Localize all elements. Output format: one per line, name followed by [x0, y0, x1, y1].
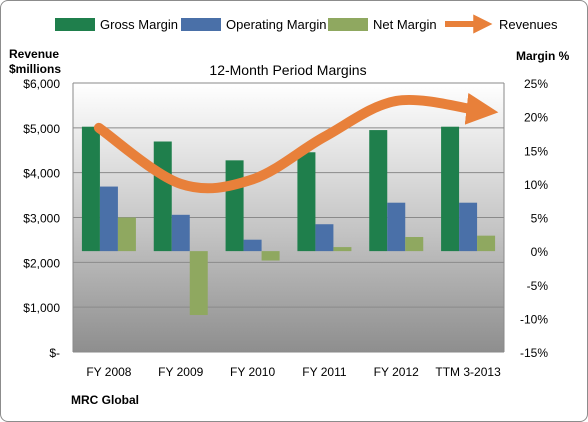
revenue-line — [93, 92, 499, 194]
bar-series — [81, 126, 496, 316]
right-tick-label: -5% — [527, 279, 549, 293]
company-name: MRC Global — [71, 393, 139, 407]
bar-operating-margin-fy-2009 — [171, 214, 190, 252]
x-tick-label: FY 2008 — [86, 365, 131, 379]
right-tick-label: 5% — [531, 212, 549, 226]
legend: Gross Margin Operating Margin Net Margin… — [55, 14, 558, 34]
left-tick-label: $5,000 — [23, 122, 60, 136]
bar-gross-margin-fy-2012 — [369, 130, 388, 252]
legend-operating-margin: Operating Margin — [226, 17, 326, 32]
left-tick-label: $4,000 — [23, 167, 60, 181]
legend-swatch-gross-margin — [55, 18, 95, 31]
right-tick-label: -10% — [520, 312, 548, 326]
legend-gross-margin: Gross Margin — [100, 17, 178, 32]
x-tick-label: FY 2010 — [230, 365, 275, 379]
bar-operating-margin-fy-2012 — [387, 202, 406, 252]
x-tick-label: TTM 3-2013 — [435, 365, 501, 379]
legend-revenues: Revenues — [499, 17, 558, 32]
right-tick-label: 15% — [524, 144, 548, 158]
gridlines — [72, 82, 505, 353]
right-tick-label: 25% — [524, 77, 548, 91]
x-tick-label: FY 2011 — [302, 365, 347, 379]
revenue-line-path — [93, 92, 499, 194]
legend-net-margin: Net Margin — [373, 17, 437, 32]
bar-gross-margin-ttm-3-2013 — [441, 126, 460, 252]
bar-gross-margin-fy-2009 — [153, 141, 172, 252]
left-tick-label: $6,000 — [23, 77, 60, 91]
left-axis-label-line1: Revenue — [9, 47, 59, 61]
x-tick-label: FY 2009 — [158, 365, 203, 379]
legend-swatch-net-margin — [328, 18, 368, 31]
bar-net-margin-fy-2011 — [333, 247, 352, 252]
bar-gross-margin-fy-2011 — [297, 152, 316, 252]
bar-operating-margin-fy-2008 — [99, 186, 118, 252]
chart-title: 12-Month Period Margins — [209, 62, 366, 78]
bar-net-margin-fy-2010 — [261, 251, 280, 261]
left-axis-label-line2: $millions — [9, 62, 61, 76]
bar-gross-margin-fy-2008 — [81, 126, 100, 252]
bar-net-margin-fy-2009 — [189, 251, 208, 316]
bar-operating-margin-ttm-3-2013 — [459, 202, 478, 252]
bar-net-margin-fy-2008 — [117, 217, 136, 252]
right-tick-label: 10% — [524, 178, 548, 192]
bar-operating-margin-fy-2011 — [315, 224, 334, 252]
left-tick-label: $3,000 — [23, 212, 60, 226]
right-tick-label: -15% — [520, 346, 548, 360]
left-tick-label: $2,000 — [23, 256, 60, 270]
axis-ticks: $6,000 $5,000 $4,000 $3,000 $2,000 $1,000 $- 25… — [23, 77, 548, 379]
legend-swatch-operating-margin — [181, 18, 221, 31]
left-tick-label: $1,000 — [23, 301, 60, 315]
bar-net-margin-ttm-3-2013 — [477, 235, 496, 252]
bar-net-margin-fy-2012 — [405, 237, 424, 252]
right-tick-label: 0% — [531, 245, 549, 259]
bar-operating-margin-fy-2010 — [243, 239, 262, 252]
right-axis-label: Margin % — [516, 49, 570, 63]
x-tick-label: FY 2012 — [374, 365, 419, 379]
right-tick-label: 20% — [524, 111, 548, 125]
left-tick-label: $- — [49, 346, 60, 360]
bar-gross-margin-fy-2010 — [225, 160, 244, 252]
